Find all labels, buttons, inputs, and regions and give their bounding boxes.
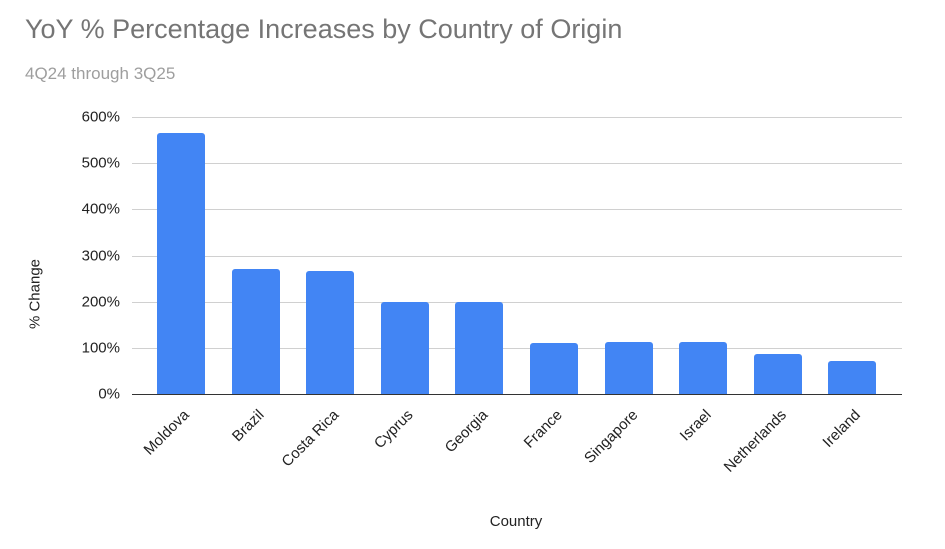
bar-netherlands[interactable] [753, 353, 802, 394]
bar-cyprus[interactable] [380, 301, 429, 394]
bar-georgia[interactable] [455, 301, 504, 394]
bar-singapore[interactable] [604, 341, 653, 394]
x-tick-label: Netherlands [720, 406, 790, 476]
bar-france[interactable] [530, 343, 578, 394]
gridline [132, 347, 902, 349]
gridline [132, 255, 902, 257]
x-tick-label: Costa Rica [278, 406, 343, 471]
x-tick-label: Ireland [819, 406, 865, 451]
x-axis-title: Country [489, 513, 543, 530]
y-tick-label: 200% [81, 293, 120, 311]
gridline [132, 117, 902, 118]
chart-title: YoY % Percentage Increases by Country of… [25, 14, 623, 44]
x-axis-line [132, 393, 902, 395]
x-tick-label: France [520, 406, 566, 452]
x-tick-label: Singapore [580, 406, 641, 467]
y-tick-label: 300% [81, 247, 120, 264]
y-tick-label: 500% [81, 154, 120, 172]
x-tick-label: Cyprus [370, 406, 417, 453]
bar-ireland[interactable] [828, 361, 877, 394]
gridline [132, 209, 902, 211]
x-tick-label: Moldova [140, 406, 193, 459]
y-tick-label: 600% [81, 108, 120, 126]
y-tick-label: 400% [81, 200, 120, 218]
y-tick-label: 100% [81, 339, 120, 357]
x-tick-label: Georgia [442, 406, 492, 457]
gridline [132, 301, 902, 303]
bar-israel[interactable] [679, 341, 728, 394]
x-tick-label: Israel [676, 406, 715, 445]
bar-moldova[interactable] [157, 132, 205, 394]
chart-subtitle: 4Q24 through 3Q25 [25, 64, 176, 83]
y-tick-label: 0% [98, 385, 120, 403]
bar-costa-rica[interactable] [306, 271, 355, 394]
bar-brazil[interactable] [231, 268, 280, 394]
gridline [132, 163, 902, 165]
x-tick-label: Brazil [228, 406, 268, 446]
